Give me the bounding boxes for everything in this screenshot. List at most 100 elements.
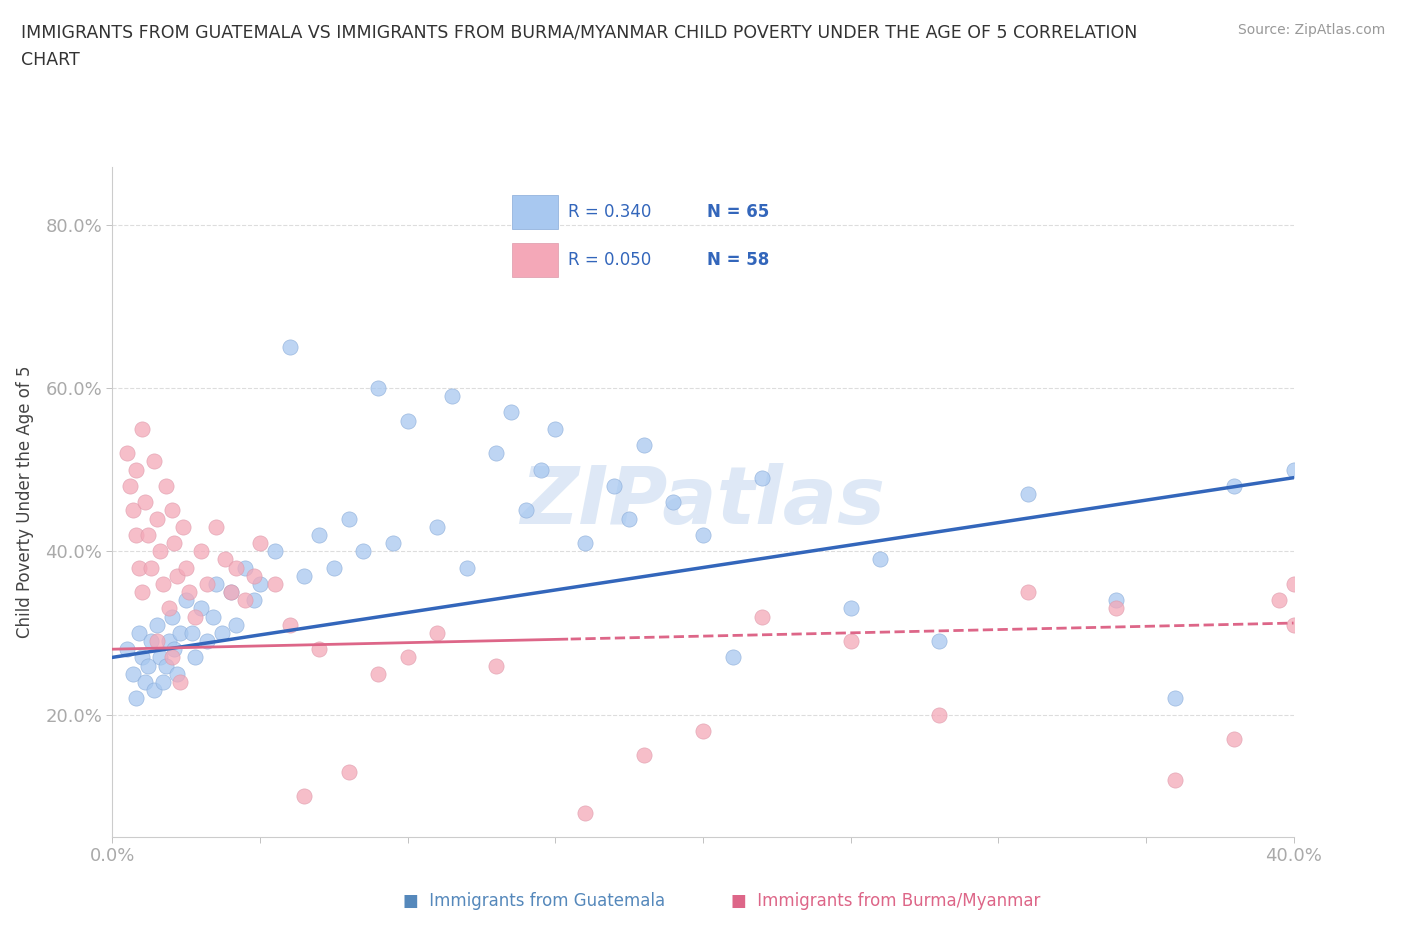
Point (149, 544, 172, 559)
Point (219, 585, 242, 600)
Point (1105, 592, 1128, 607)
Point (169, 674, 191, 689)
Point (149, 650, 172, 665)
Point (155, 658, 177, 673)
Point (515, 503, 537, 518)
Text: CHART: CHART (21, 51, 80, 69)
Point (264, 544, 287, 559)
Point (120, 478, 142, 493)
Point (160, 503, 183, 518)
Point (278, 339, 301, 354)
Point (367, 666, 389, 681)
Point (721, 650, 744, 665)
Point (352, 544, 374, 559)
Point (184, 609, 207, 624)
Point (214, 551, 236, 566)
Point (633, 748, 655, 763)
Point (337, 512, 360, 526)
Point (308, 642, 330, 657)
Point (201, 609, 224, 624)
Point (337, 764, 360, 779)
Point (619, 512, 641, 526)
Point (122, 503, 145, 518)
Point (142, 683, 165, 698)
Point (125, 462, 148, 477)
Point (134, 495, 156, 510)
Point (243, 568, 266, 583)
Point (136, 658, 159, 673)
Point (139, 633, 162, 648)
Point (928, 707, 950, 722)
Point (1268, 592, 1291, 607)
Point (292, 568, 315, 583)
Point (1223, 478, 1246, 493)
Point (396, 650, 419, 665)
Point (1017, 486, 1039, 501)
Point (1164, 691, 1187, 706)
Point (139, 560, 162, 575)
Point (195, 577, 218, 591)
Point (662, 495, 685, 510)
Point (146, 633, 169, 648)
Point (160, 650, 183, 665)
Point (367, 380, 389, 395)
Text: ■  Immigrants from Guatemala: ■ Immigrants from Guatemala (404, 892, 665, 910)
Point (456, 560, 478, 575)
Point (692, 724, 714, 738)
Point (574, 536, 596, 551)
Point (128, 625, 150, 640)
Point (441, 389, 464, 404)
Point (131, 421, 153, 436)
Point (190, 601, 212, 616)
Point (172, 519, 194, 534)
Point (633, 438, 655, 453)
Point (122, 666, 145, 681)
Point (181, 625, 204, 640)
Point (205, 577, 228, 591)
Point (225, 560, 247, 575)
Point (131, 650, 153, 665)
Point (157, 601, 180, 616)
Point (155, 478, 177, 493)
Text: ■  Immigrants from Burma/Myanmar: ■ Immigrants from Burma/Myanmar (731, 892, 1040, 910)
Y-axis label: Child Poverty Under the Age of 5: Child Poverty Under the Age of 5 (15, 365, 34, 639)
Point (1282, 462, 1305, 477)
Point (117, 642, 138, 657)
Point (501, 405, 523, 419)
Point (125, 527, 148, 542)
Point (839, 601, 862, 616)
Point (125, 691, 148, 706)
Point (205, 519, 228, 534)
Point (163, 642, 186, 657)
Point (278, 618, 301, 632)
Point (166, 568, 188, 583)
Point (160, 609, 183, 624)
Point (195, 633, 218, 648)
Point (179, 585, 201, 600)
Point (146, 618, 169, 632)
Text: ZIPatlas: ZIPatlas (520, 463, 886, 541)
Point (1223, 732, 1246, 747)
Point (184, 650, 207, 665)
Point (426, 625, 449, 640)
Point (1282, 577, 1305, 591)
Point (157, 633, 180, 648)
Point (134, 674, 156, 689)
Point (574, 805, 596, 820)
Point (1282, 618, 1305, 632)
Point (1017, 585, 1039, 600)
Point (1105, 601, 1128, 616)
Point (152, 674, 174, 689)
Point (485, 658, 508, 673)
Point (225, 618, 247, 632)
Point (166, 666, 188, 681)
Point (292, 789, 315, 804)
Point (169, 625, 191, 640)
Point (233, 560, 256, 575)
Point (308, 527, 330, 542)
Point (603, 478, 626, 493)
Point (544, 421, 567, 436)
Point (426, 519, 449, 534)
Point (233, 592, 256, 607)
Point (136, 527, 159, 542)
